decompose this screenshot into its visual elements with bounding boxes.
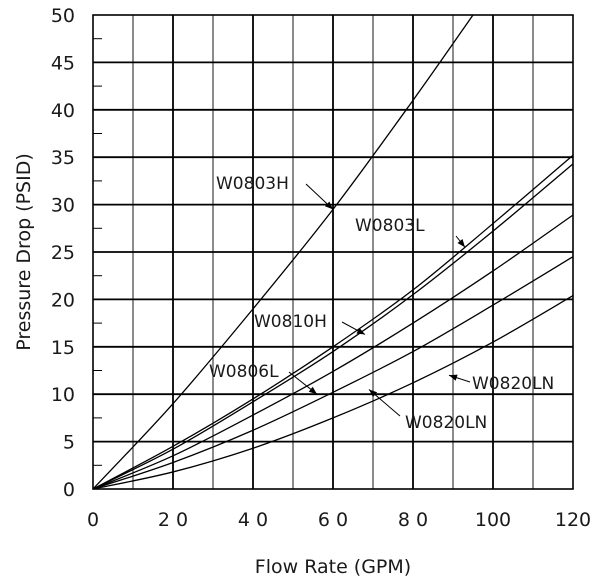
annotation-arrowhead — [308, 386, 317, 395]
y-tick-label: 30 — [51, 195, 75, 217]
annotation-label: W0820LN — [472, 374, 554, 394]
y-tick-label: 50 — [51, 5, 75, 27]
series-line-w0820ln-5 — [92, 295, 574, 490]
y-tick-label: 20 — [51, 289, 75, 311]
series-line-w0803l-1 — [92, 154, 574, 490]
series-line-w0803h-0 — [92, 14, 474, 490]
x-tick-label: 6 0 — [318, 509, 348, 531]
x-tick-label: 0 — [87, 509, 99, 531]
y-tick-label: 0 — [63, 479, 75, 501]
x-tick-label: 120 — [555, 509, 591, 531]
y-tick-label: 35 — [51, 147, 75, 169]
series-line-w0806l-3 — [92, 214, 574, 490]
y-tick-label: 15 — [51, 337, 75, 359]
annotation-label: W0803H — [216, 174, 289, 194]
plot-frame — [92, 14, 574, 490]
annotation-label: W0820LN — [405, 413, 487, 433]
annotation-label: W0803L — [355, 216, 425, 236]
annotation-arrowhead — [369, 389, 378, 398]
series-line-w0810h-2 — [92, 163, 574, 490]
annotation-arrowhead — [324, 201, 333, 210]
y-tick-label: 25 — [51, 242, 75, 264]
annotations-group: W0803H W0803L W0810H W0806L W0820LN W0820LN — [209, 174, 554, 433]
annotation-label: W0806L — [209, 362, 279, 382]
annotation-arrowhead — [457, 239, 465, 248]
y-tick-labels: 0 5 10 15 20 25 30 35 40 45 50 — [51, 5, 75, 501]
x-tick-label: 8 0 — [398, 509, 428, 531]
annotation-label: W0810H — [254, 312, 327, 332]
y-tick-label: 40 — [51, 100, 75, 122]
x-tick-label: 4 0 — [238, 509, 268, 531]
x-tick-label: 100 — [475, 509, 511, 531]
series-group — [92, 14, 574, 490]
y-tick-label: 10 — [51, 384, 75, 406]
annotation-arrowhead — [449, 374, 458, 381]
y-axis-title: Pressure Drop (PSID) — [13, 153, 35, 351]
y-tick-label: 5 — [63, 432, 75, 454]
x-axis-title: Flow Rate (GPM) — [255, 556, 411, 578]
annotation-arrowhead — [356, 327, 365, 335]
x-tick-label: 2 0 — [158, 509, 188, 531]
y-tick-label: 45 — [51, 52, 75, 74]
series-line-w0820ln-4 — [92, 256, 574, 490]
x-tick-labels: 0 2 0 4 0 6 0 8 0 100 120 — [87, 509, 591, 531]
